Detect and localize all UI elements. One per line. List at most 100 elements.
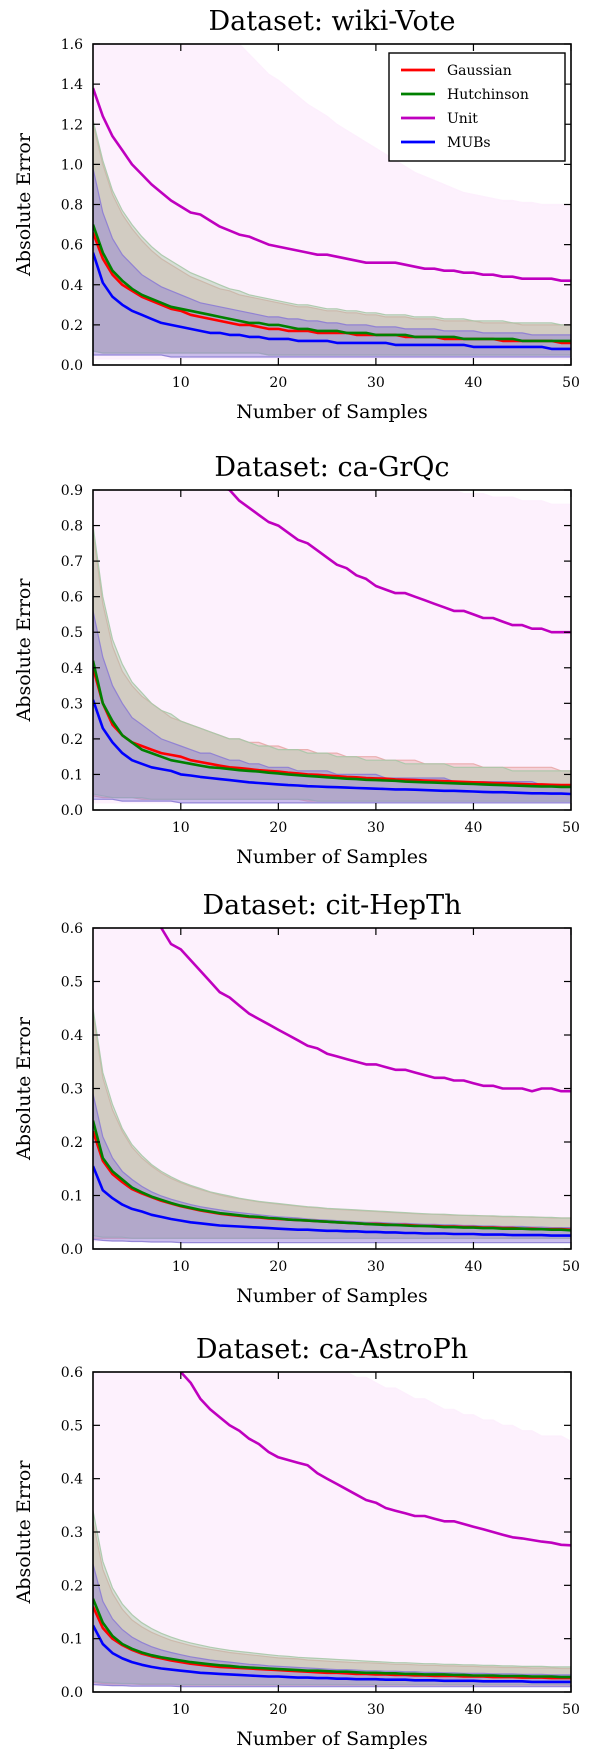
chart-2-y-tick-label: 0.1 — [61, 767, 83, 783]
chart-1-legend-label-mubs: MUBs — [447, 135, 491, 151]
chart-2-y-tick-label: 0.3 — [61, 696, 83, 712]
chart-1-x-tick-label: 50 — [562, 375, 580, 391]
chart-3-x-tick-label: 50 — [562, 1259, 580, 1275]
chart-3-y-tick-label: 0.2 — [61, 1135, 83, 1151]
chart-2-x-tick-label: 20 — [269, 820, 287, 836]
chart-3-unit-line — [159, 928, 571, 1093]
chart-3: Dataset: cit-HepTh 0.0 0.1 0.2 0.3 0.4 0.5 0.6 1… — [13, 890, 580, 1307]
chart-4-x-tick-label: 30 — [367, 1702, 385, 1718]
chart-2-y-tick-label: 0.7 — [61, 554, 83, 570]
chart-3-y-tick-label: 0.6 — [61, 921, 83, 937]
chart-2-hutchinson-band — [93, 525, 571, 802]
chart-2-x-tick-label: 10 — [172, 820, 190, 836]
chart-1-hutchinson-band — [93, 120, 571, 356]
chart-4-x-axis-label: Number of Samples — [236, 1728, 428, 1750]
chart-3-plot-area — [93, 928, 571, 1244]
chart-4-hutchinson-band — [93, 1510, 571, 1686]
chart-1-y-tick-label: 1.0 — [61, 157, 83, 173]
chart-1-legend-label-unit: Unit — [447, 111, 478, 127]
chart-4-y-axis-label: Absolute Error — [13, 1460, 35, 1605]
chart-3-x-tick-label: 40 — [465, 1259, 483, 1275]
chart-4-mubs-line — [93, 1624, 571, 1684]
chart-2-y-tick-label: 0.0 — [61, 803, 83, 819]
chart-4-gaussian-line — [93, 1606, 571, 1680]
chart-2-frame — [92, 489, 572, 811]
chart-4-mubs-band — [93, 1563, 571, 1688]
chart-2-y-tick-label: 0.2 — [61, 732, 83, 748]
chart-4-y-tick-label: 0.4 — [61, 1472, 83, 1488]
chart-1-x-tick-label: 20 — [269, 375, 287, 391]
chart-4: Dataset: ca-AstroPh 0.0 0.1 0.2 0.3 0.4 0.5 0.6… — [13, 1334, 580, 1750]
chart-1-y-tick-label: 0.0 — [61, 358, 83, 374]
chart-2-mubs-band — [93, 610, 571, 804]
chart-1-x-axis-label: Number of Samples — [236, 401, 428, 423]
chart-1-y-tick-label: 0.2 — [61, 318, 83, 334]
chart-3-title: Dataset: cit-HepTh — [203, 890, 462, 921]
chart-4-y-tick-label: 0.3 — [61, 1525, 83, 1541]
chart-2-y-tick-label: 0.8 — [61, 519, 83, 535]
chart-1-plot-area — [93, 44, 571, 360]
chart-3-y-axis-label: Absolute Error — [13, 1016, 35, 1161]
chart-1-y-tick-label: 1.4 — [61, 77, 83, 93]
chart-3-hutchinson-line — [93, 1120, 571, 1232]
chart-3-y-tick-label: 0.0 — [61, 1242, 83, 1258]
chart-4-x-tick-label: 40 — [465, 1702, 483, 1718]
chart-3-hutchinson-band — [93, 1008, 571, 1239]
chart-3-x-tick-label: 20 — [269, 1259, 287, 1275]
chart-2-mubs-line — [93, 699, 571, 796]
chart-4-y-tick-label: 0.1 — [61, 1632, 83, 1648]
chart-1-y-tick-label: 0.4 — [61, 278, 83, 294]
chart-4-y-tick-label: 0.6 — [61, 1365, 83, 1381]
chart-1-y-tick-label: 1.6 — [61, 37, 83, 53]
chart-4-y-tick-label: 0.5 — [61, 1418, 83, 1434]
chart-2-y-tick-label: 0.6 — [61, 590, 83, 606]
chart-1-legend-label-hutchinson: Hutchinson — [447, 87, 529, 103]
chart-2: Dataset: ca-GrQc 0.0 0.1 0.2 0.3 0.4 0.5 0.6 0.7… — [13, 452, 580, 868]
chart-1-mubs-band — [93, 168, 571, 358]
chart-1-legend: Gaussian Hutchinson Unit MUBs — [388, 52, 566, 162]
chart-2-y-tick-label: 0.5 — [61, 625, 83, 641]
chart-1-mubs-line — [93, 252, 571, 351]
chart-3-y-tick-label: 0.4 — [61, 1028, 83, 1044]
chart-3-unit-band — [93, 928, 571, 1242]
chart-3-y-tick-label: 0.5 — [61, 975, 83, 991]
chart-3-x-tick-label: 10 — [172, 1259, 190, 1275]
chart-1-x-tick-label: 30 — [367, 375, 385, 391]
chart-4-x-tick-label: 50 — [562, 1702, 580, 1718]
chart-2-hutchinson-line — [93, 660, 571, 789]
chart-4-y-tick-label: 0.0 — [61, 1685, 83, 1701]
chart-1-hutchinson-line — [93, 224, 571, 343]
chart-2-x-axis-label: Number of Samples — [236, 846, 428, 868]
chart-1-y-tick-label: 0.6 — [61, 238, 83, 254]
chart-2-y-tick-label: 0.9 — [61, 483, 83, 499]
chart-3-mubs-line — [93, 1165, 571, 1237]
chart-2-x-tick-label: 30 — [367, 820, 385, 836]
chart-4-unit-line — [179, 1372, 571, 1547]
chart-1-unit-band — [93, 44, 571, 360]
chart-4-title: Dataset: ca-AstroPh — [196, 1334, 468, 1365]
chart-1-y-axis-label: Absolute Error — [13, 132, 35, 277]
chart-3-y-tick-label: 0.3 — [61, 1082, 83, 1098]
chart-1-y-tick-label: 1.2 — [61, 117, 83, 133]
chart-1-y-tick-label: 0.8 — [61, 198, 83, 214]
chart-2-unit-line — [225, 490, 571, 634]
chart-2-y-tick-label: 0.4 — [61, 661, 83, 677]
chart-3-x-tick-label: 30 — [367, 1259, 385, 1275]
chart-2-title: Dataset: ca-GrQc — [214, 452, 449, 483]
chart-2-x-tick-label: 40 — [465, 820, 483, 836]
chart-3-y-tick-label: 0.1 — [61, 1189, 83, 1205]
chart-1-unit-line — [93, 87, 571, 282]
chart-2-x-tick-label: 50 — [562, 820, 580, 836]
chart-2-plot-area — [93, 490, 571, 804]
chart-4-x-tick-label: 10 — [172, 1702, 190, 1718]
chart-1-x-tick-label: 40 — [465, 375, 483, 391]
chart-4-x-tick-label: 20 — [269, 1702, 287, 1718]
chart-2-gaussian-line — [93, 667, 571, 787]
chart-1-x-tick-label: 10 — [172, 375, 190, 391]
chart-4-y-tick-label: 0.2 — [61, 1578, 83, 1594]
chart-3-x-axis-label: Number of Samples — [236, 1285, 428, 1307]
chart-2-y-axis-label: Absolute Error — [13, 578, 35, 723]
chart-1-title: Dataset: wiki-Vote — [208, 6, 455, 37]
chart-4-hutchinson-line — [93, 1598, 571, 1679]
